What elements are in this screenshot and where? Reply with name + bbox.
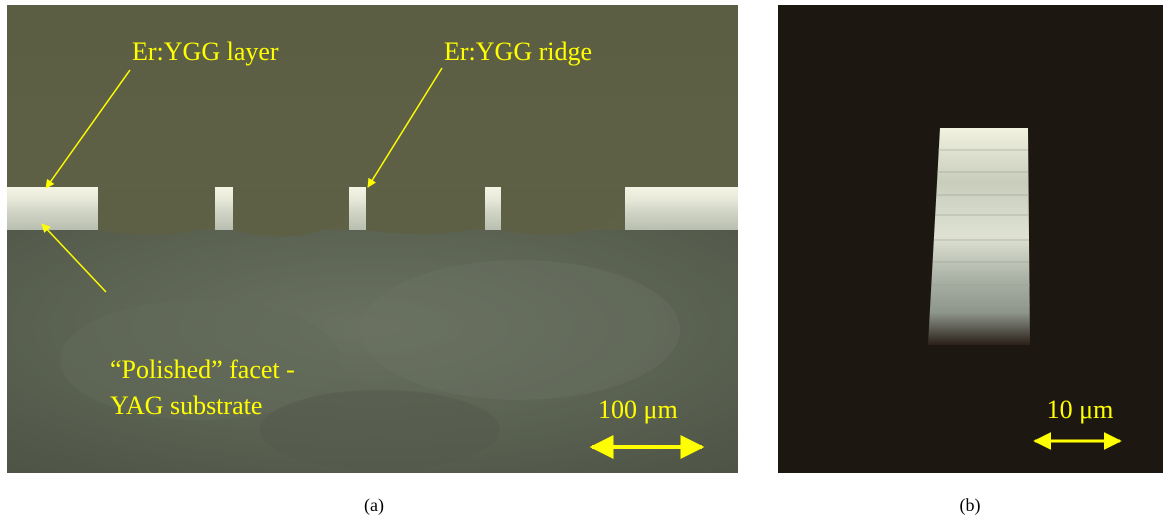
annotation: Er:YGG ridge — [444, 37, 592, 66]
ridge-facet — [928, 128, 1030, 345]
blob — [233, 187, 349, 237]
ridge — [215, 187, 233, 230]
panel-a: Er:YGG layer Er:YGG ridge “Polished” fac… — [7, 5, 738, 516]
annotation: “Polished” facet - — [110, 355, 295, 384]
annotation: Er:YGG layer — [132, 37, 279, 66]
arrow — [41, 223, 107, 293]
caption: (a) — [364, 495, 384, 516]
ridge — [349, 187, 366, 230]
scale-label: 100 μm — [598, 395, 678, 424]
blob — [366, 187, 485, 234]
arrow — [367, 67, 443, 188]
panel-b: 10 μm (b) — [778, 5, 1163, 516]
blob — [98, 187, 215, 235]
arrow — [45, 69, 131, 189]
annotation: YAG substrate — [110, 391, 262, 420]
layer-strip — [625, 187, 738, 230]
layer-strip — [7, 187, 98, 230]
scale-label: 10 μm — [1047, 395, 1114, 424]
blob — [501, 187, 625, 235]
caption: (b) — [960, 495, 981, 516]
ridge — [485, 187, 501, 230]
